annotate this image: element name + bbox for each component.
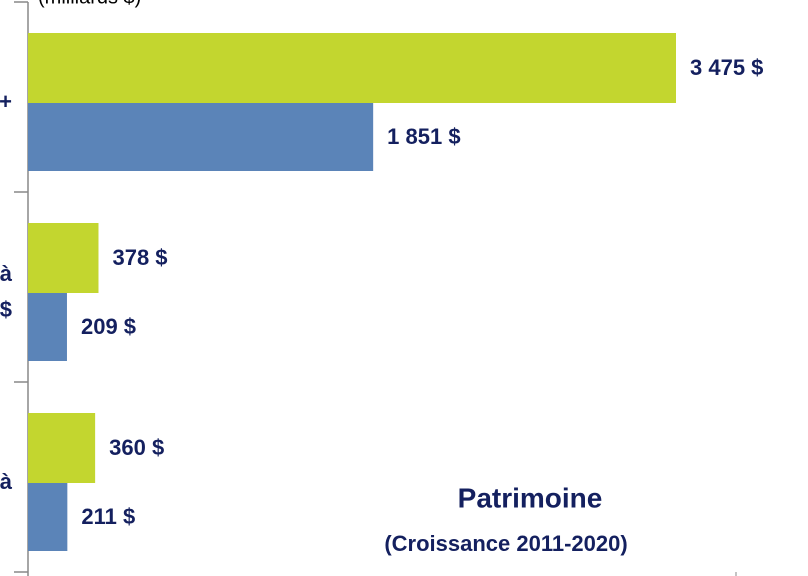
- bar: [28, 223, 99, 293]
- y-tick-label: +: [0, 89, 12, 114]
- bar: [28, 413, 96, 483]
- y-tick-label: à: [0, 261, 13, 286]
- axis-label: (milliards $): [38, 0, 141, 8]
- chart-subtitle: (Croissance 2011-2020): [384, 531, 627, 556]
- bar: [28, 293, 67, 361]
- value-label: 378 $: [112, 245, 167, 270]
- bar: [28, 483, 68, 551]
- value-label: 360 $: [109, 435, 164, 460]
- y-tick-label: $: [0, 297, 12, 322]
- bar: [28, 103, 374, 171]
- value-label: 1 851 $: [387, 124, 460, 149]
- chart-title: Patrimoine: [458, 482, 603, 513]
- y-tick-label: à: [0, 469, 13, 494]
- value-label: 211 $: [81, 504, 135, 529]
- value-label: 3 475 $: [690, 55, 763, 80]
- bar: [28, 33, 676, 103]
- value-label: 209 $: [81, 314, 136, 339]
